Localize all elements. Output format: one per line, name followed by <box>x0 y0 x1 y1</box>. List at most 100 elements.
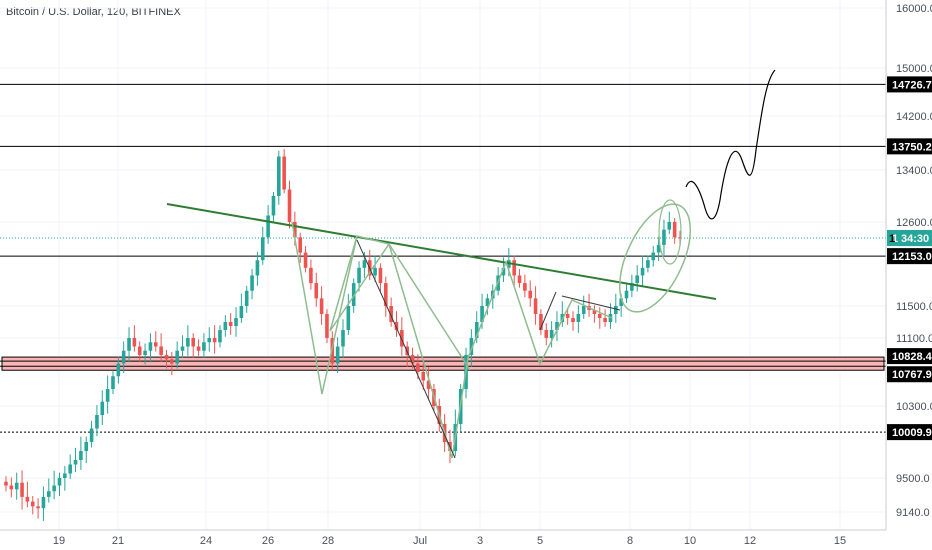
candle <box>533 286 538 325</box>
candle <box>164 349 169 369</box>
candle <box>25 481 30 508</box>
time-tick-label: 12 <box>744 535 756 547</box>
candle <box>186 325 190 356</box>
horizontal-levels <box>0 83 886 433</box>
candle <box>36 498 40 519</box>
candle <box>239 293 244 323</box>
candle <box>400 317 404 356</box>
candle <box>389 297 393 327</box>
inner-line-3[interactable] <box>561 295 621 311</box>
candle <box>624 284 629 303</box>
candle <box>539 309 543 335</box>
candle <box>79 436 83 470</box>
candle <box>528 280 533 307</box>
candle <box>127 327 131 363</box>
svg-text:13750.2: 13750.2 <box>892 141 932 153</box>
candle <box>159 333 163 363</box>
level-tag-1: 13750.2 <box>887 138 932 155</box>
price-tick-label: 13400.0 <box>896 165 932 177</box>
candle <box>555 311 559 341</box>
candle <box>485 293 490 315</box>
candle <box>180 335 185 358</box>
candle <box>544 323 549 346</box>
candle <box>303 246 308 273</box>
candle <box>202 333 206 358</box>
time-tick-label: 5 <box>537 535 543 547</box>
descending-trendline[interactable] <box>166 203 717 300</box>
candle <box>95 405 99 437</box>
inner-line-1[interactable] <box>356 239 456 459</box>
current-ellipse[interactable] <box>658 199 682 265</box>
candle <box>646 255 650 273</box>
candle <box>14 472 19 500</box>
level-tag-2: 12153.0 <box>887 248 932 265</box>
level-tag-4: 10767.9 <box>887 366 932 383</box>
candle <box>30 495 35 515</box>
candle <box>196 339 201 356</box>
candle <box>111 371 115 395</box>
support-zone <box>1 356 885 371</box>
time-tick-label: 3 <box>477 535 483 547</box>
svg-text:14726.7: 14726.7 <box>892 79 932 91</box>
candle <box>121 341 126 373</box>
price-tick-label: 9140.0 <box>896 507 930 519</box>
svg-text:10767.9: 10767.9 <box>892 369 932 381</box>
svg-text:34:30: 34:30 <box>901 233 929 245</box>
candle <box>592 305 597 323</box>
candle <box>212 325 217 354</box>
candle <box>357 261 361 292</box>
candle <box>635 265 640 292</box>
candle <box>410 347 415 369</box>
candle <box>223 315 228 337</box>
drawings <box>166 69 776 459</box>
breakout-ellipse[interactable] <box>605 194 705 323</box>
candle <box>651 246 656 267</box>
candle <box>314 272 319 307</box>
price-tick-label: 9500.0 <box>896 473 930 485</box>
time-tick-label: Jul <box>413 535 427 547</box>
candle <box>41 486 46 521</box>
pattern-segment[interactable] <box>329 235 471 371</box>
candle <box>234 307 238 337</box>
candle <box>228 313 233 335</box>
candle <box>421 360 426 390</box>
candle <box>565 309 570 325</box>
time-axis[interactable] <box>0 529 932 550</box>
zigzag-pattern[interactable] <box>291 221 613 459</box>
candle <box>84 436 89 464</box>
price-tick-label: 15000.0 <box>896 63 932 75</box>
time-axis-ticks: 19 21 24 26 28 Jul 3 5 8 10 12 15 <box>53 535 846 547</box>
candle <box>89 420 94 448</box>
inner-line-2[interactable] <box>539 291 557 331</box>
candle <box>346 293 351 335</box>
candle <box>218 325 222 348</box>
candle <box>68 454 72 479</box>
svg-text:12153.0: 12153.0 <box>892 251 932 263</box>
candle <box>282 149 286 194</box>
candle <box>105 375 110 414</box>
candle <box>517 268 522 288</box>
time-tick-label: 26 <box>262 535 274 547</box>
candle <box>298 232 303 263</box>
candle <box>662 219 666 256</box>
candle <box>175 341 179 369</box>
candle <box>73 447 78 473</box>
candle <box>271 192 276 223</box>
candle <box>260 226 265 265</box>
candle <box>100 390 105 425</box>
time-tick-label: 21 <box>112 535 124 547</box>
candle <box>137 341 142 363</box>
candle <box>614 293 618 323</box>
candle <box>656 236 661 261</box>
projected-price-path[interactable] <box>685 69 776 220</box>
chart-grid <box>0 0 886 530</box>
candle <box>587 293 591 317</box>
candle <box>143 343 147 365</box>
candle <box>378 263 383 292</box>
candle <box>581 295 586 319</box>
time-tick-label: 28 <box>322 535 334 547</box>
chart-title: Bitcoin / U.S. Dollar, 120, BITFINEX <box>6 6 181 18</box>
candle <box>277 150 281 205</box>
price-axis-ticks: 16000.0 15000.0 14200.0 13400.0 12600.0 11500… <box>896 3 932 519</box>
